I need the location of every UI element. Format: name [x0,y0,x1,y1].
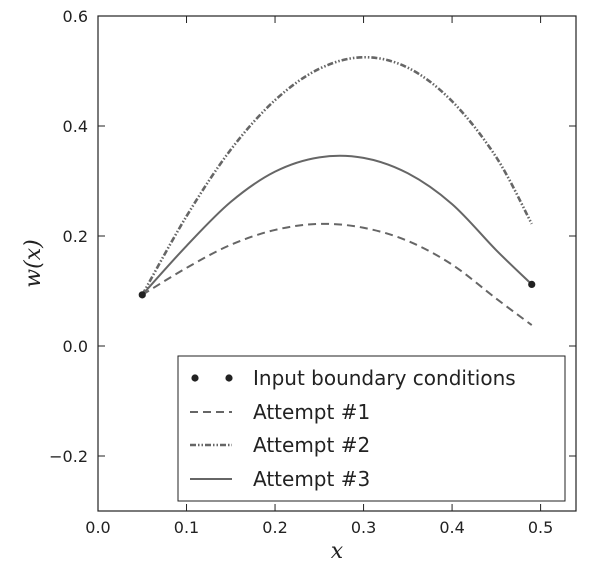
x-tick-label: 0.0 [85,518,110,537]
x-tick-label: 0.3 [351,518,376,537]
x-tick-label: 0.5 [528,518,553,537]
x-tick-label: 0.4 [439,518,464,537]
legend-label-boundary: Input boundary conditions [253,366,516,390]
y-axis-label: w(x) [21,239,46,287]
legend-label-attempt-1: Attempt #1 [253,400,370,424]
axes-frame [97,15,577,512]
x-tick-label: 0.2 [262,518,287,537]
legend-marker-boundary [225,374,233,382]
series-line-attempt-2 [141,55,533,296]
legend-marker-boundary [191,374,199,382]
plot-series-group [138,55,536,326]
ticks-group: 0.0 0.1 0.2 0.3 0.4 0.5 −0.2 0.0 0.2 0.4 0.6 [49,7,576,537]
legend: Input boundary conditions Attempt #1 Attem… [177,355,566,502]
x-tick-label: 0.1 [174,518,199,537]
legend-entries: Input boundary conditions Attempt #1 Attem… [190,366,516,491]
y-tick-label: 0.2 [63,227,88,246]
y-tick-label: 0.4 [63,117,88,136]
series-line-attempt-3 [141,154,533,296]
y-tick-label: −0.2 [49,447,88,466]
x-axis-label: x [331,539,344,564]
boundary-point [138,291,146,299]
boundary-point [528,280,536,288]
legend-box [177,355,566,502]
legend-label-attempt-3: Attempt #3 [253,467,370,491]
legend-label-attempt-2: Attempt #2 [253,433,370,457]
series-line-attempt-1 [141,222,533,326]
y-tick-label: 0.0 [63,337,88,356]
y-tick-label: 0.6 [63,7,88,26]
